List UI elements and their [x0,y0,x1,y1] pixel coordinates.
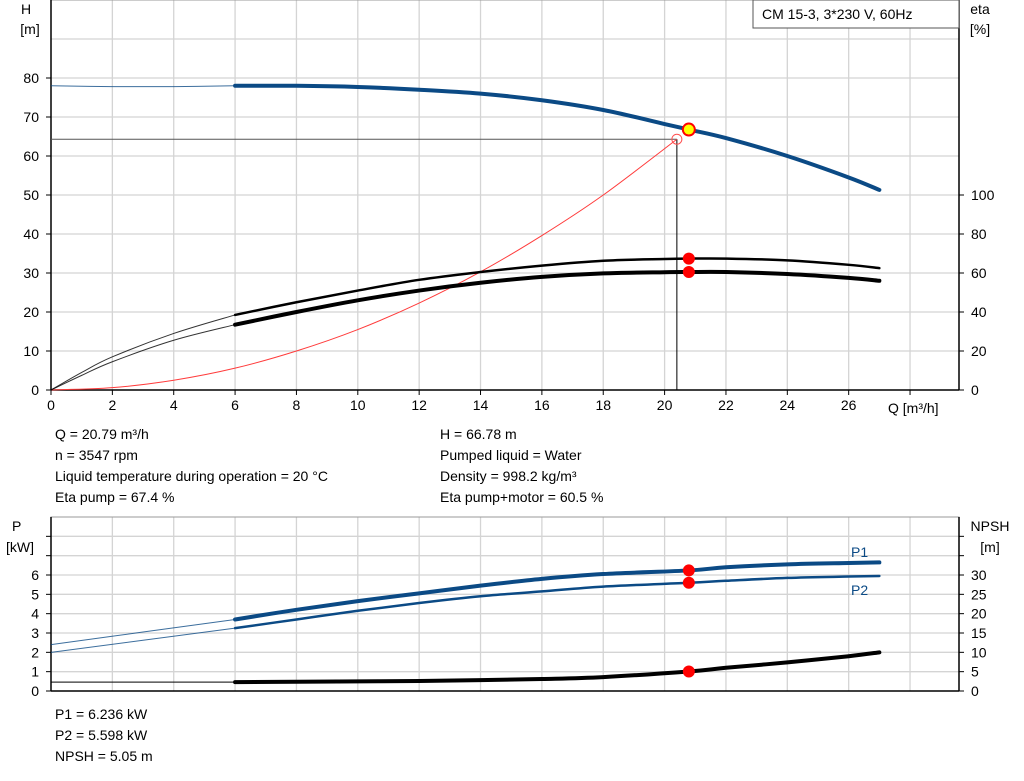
p-tick-label: 0 [31,683,39,699]
x-tick-label: 8 [293,397,301,413]
y-axis-label-unit: [m] [20,21,39,37]
info-p1: P1 = 6.236 kW [55,706,148,722]
info-eta-pump: Eta pump = 67.4 % [55,489,175,505]
x-tick-label: 10 [350,397,366,413]
p1-curve [233,560,882,622]
info-p2: P2 = 5.598 kW [55,727,148,743]
p1-point [682,564,695,577]
info-bottom: P1 = 6.236 kW P2 = 5.598 kW NPSH = 5.05 … [55,704,153,767]
y-axis-label-name: H [21,1,31,17]
y-tick-label: 50 [23,187,39,203]
top-chart-grid [50,0,960,391]
npsh-axis-label-name: NPSH [971,518,1010,534]
system-curve [50,138,678,391]
head-curve-extrapolated [50,85,236,88]
x-tick-label: 12 [411,397,427,413]
npsh-tick-label: 0 [971,683,979,699]
curves [50,83,882,685]
npsh-axis-label-unit: [m] [980,539,999,555]
p-axis-label-name: P [12,518,21,534]
npsh-point [682,665,695,678]
y2-tick-label: 20 [971,343,987,359]
y2-tick-label: 100 [971,187,995,203]
bottom-chart-grid [50,516,960,692]
eta-pump-motor-point [682,266,695,279]
info-speed: n = 3547 rpm [55,447,138,463]
y2-tick-label: 80 [971,226,987,242]
p-tick-label: 1 [31,664,39,680]
x-tick-label: 26 [841,397,857,413]
y-tick-label: 10 [23,343,39,359]
plot-frame [50,516,960,692]
p2-point [682,576,695,589]
p1-series-label: P1 [851,544,868,560]
info-npsh: NPSH = 5.05 m [55,748,153,764]
x-tick-label: 24 [780,397,796,413]
head-curve [233,83,882,192]
x-tick-label: 4 [170,397,178,413]
info-temperature: Liquid temperature during operation = 20… [55,468,328,484]
y2-tick-label: 40 [971,304,987,320]
legend-box [752,0,960,29]
x-tick-label: 2 [108,397,116,413]
x-tick-label: 6 [231,397,239,413]
chart-title: CM 15-3, 3*230 V, 60Hz [762,6,912,22]
eta-pump-curve [233,257,881,317]
npsh-curve [233,650,882,685]
y-tick-label: 20 [23,304,39,320]
x-axis-label: Q [m³/h] [888,400,939,416]
duty-point-marker [681,122,696,137]
y-tick-label: 30 [23,265,39,281]
info-density: Density = 998.2 kg/m³ [440,468,577,484]
x-tick-label: 18 [595,397,611,413]
eta-pump-point [682,252,695,265]
y-tick-label: 40 [23,226,39,242]
y2-axis-label-unit: [%] [970,21,990,37]
npsh-tick-label: 15 [971,625,987,641]
p-axis-label-unit: [kW] [6,539,34,555]
info-right: H = 66.78 m Pumped liquid = Water Densit… [440,424,603,508]
npsh-tick-label: 30 [971,567,987,583]
p1-curve-extrapolated [50,618,236,646]
y2-axis-label-name: eta [970,1,990,17]
p2-series-label: P2 [851,582,868,598]
eta-pump-motor-curve [233,269,882,327]
axis-ticks: 0 2 4 6 8 10 12 14 16 18 20 22 24 2601020304050607080… [23,70,994,699]
y2-tick-label: 0 [971,382,979,398]
p-tick-label: 3 [31,625,39,641]
info-left: Q = 20.79 m³/h n = 3547 rpm Liquid tempe… [55,424,328,508]
p2-curve [233,574,881,630]
info-liquid: Pumped liquid = Water [440,447,582,463]
info-flow: Q = 20.79 m³/h [55,426,149,442]
x-tick-label: 0 [47,397,55,413]
npsh-tick-label: 10 [971,644,987,660]
x-tick-label: 20 [657,397,673,413]
npsh-tick-label: 25 [971,586,987,602]
info-eta-pump-motor: Eta pump+motor = 60.5 % [440,489,604,505]
x-tick-label: 16 [534,397,550,413]
npsh-tick-label: 5 [971,664,979,680]
y-tick-label: 0 [31,382,39,398]
p-tick-label: 6 [31,567,39,583]
y-tick-label: 60 [23,148,39,164]
x-tick-label: 22 [718,397,734,413]
p-tick-label: 2 [31,644,39,660]
y-tick-label: 80 [23,70,39,86]
info-head: H = 66.78 m [440,426,517,442]
x-tick-label: 14 [473,397,489,413]
npsh-tick-label: 20 [971,606,987,622]
p2-curve-extrapolated [50,627,236,653]
p-tick-label: 4 [31,606,39,622]
required-point-marker [671,133,683,145]
eta-pump-motor-curve-extrapolated [50,324,236,391]
eta-pump-curve-extrapolated [50,314,236,391]
y-tick-label: 70 [23,109,39,125]
y2-tick-label: 60 [971,265,987,281]
p-tick-label: 5 [31,586,39,602]
